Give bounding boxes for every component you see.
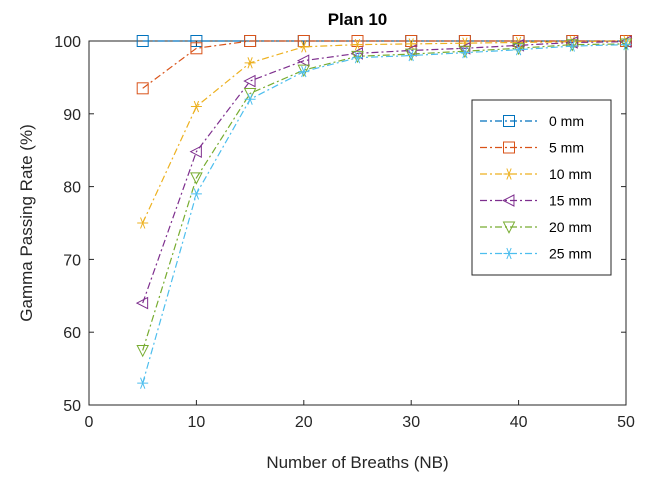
data-point-asterisk: [190, 188, 202, 200]
x-tick-label: 50: [617, 414, 635, 431]
axis-ticks: 0 10 20 30 40 50 50 60 70 80 90 100: [54, 34, 635, 431]
series-line: [142, 43, 627, 351]
data-point-square: [512, 35, 525, 47]
data-point-square: [503, 115, 515, 127]
data-point-asterisk: [620, 38, 632, 51]
y-tick-label: 100: [54, 34, 81, 51]
data-point-asterisk: [405, 38, 417, 50]
data-point-triangle: [351, 50, 364, 64]
legend-box: [471, 99, 612, 276]
data-point-asterisk: [503, 247, 515, 260]
data-point-asterisk: [298, 65, 310, 78]
legend-label: 20 mm: [549, 219, 592, 235]
y-tick-label: 70: [63, 252, 81, 269]
y-tick-label: 90: [63, 107, 81, 124]
data-point-asterisk: [298, 41, 310, 53]
y-tick-label: 80: [63, 180, 81, 197]
series-line: [142, 44, 627, 384]
data-point-triangle: [502, 194, 515, 207]
legend-entry: 25 mm: [480, 246, 592, 262]
data-point-square: [405, 35, 418, 47]
legend-entry: 0 mm: [480, 113, 584, 129]
data-point-square: [244, 35, 257, 47]
y-tick-label: 60: [63, 325, 81, 342]
data-point-square: [351, 35, 364, 47]
data-point-square: [136, 35, 149, 47]
x-tick-label: 10: [188, 414, 206, 431]
legend: 0 mm 5 mm 10 mm 15 mm 20 mm 25 mm: [471, 99, 612, 276]
series-line: [142, 40, 626, 89]
legend-entry: 5 mm: [480, 140, 584, 156]
series-25-mm: [137, 38, 632, 389]
x-tick-label: 40: [510, 414, 528, 431]
y-tick-label: 50: [63, 398, 81, 415]
x-axis-label: Number of Breaths (NB): [266, 453, 448, 472]
x-tick-label: 30: [402, 414, 420, 431]
data-point-triangle: [502, 221, 516, 234]
series-line: [142, 40, 627, 224]
data-point-triangle: [296, 54, 310, 67]
data-point-triangle: [243, 87, 257, 101]
data-point-asterisk: [566, 40, 578, 52]
legend-label: 10 mm: [549, 166, 592, 182]
data-point-asterisk: [244, 93, 256, 105]
legend-label: 0 mm: [549, 113, 584, 129]
data-point-asterisk: [244, 57, 256, 69]
legend-entry: 15 mm: [480, 193, 592, 209]
legend-entry: 10 mm: [480, 166, 592, 182]
data-point-triangle: [565, 39, 579, 52]
data-point-asterisk: [190, 100, 202, 113]
legend-entry: 20 mm: [480, 219, 592, 235]
x-tick-label: 0: [85, 414, 94, 431]
legend-label: 5 mm: [549, 140, 584, 156]
data-point-asterisk: [137, 217, 149, 229]
data-point-triangle: [189, 145, 202, 158]
chart-title: Plan 10: [328, 10, 388, 29]
y-axis-label: Gamma Passing Rate (%): [17, 124, 36, 321]
data-point-triangle: [190, 172, 203, 185]
data-point-square: [503, 141, 515, 154]
data-point-asterisk: [503, 168, 515, 180]
data-point-asterisk: [405, 49, 417, 62]
data-point-asterisk: [137, 377, 149, 389]
series-layer: [135, 35, 633, 389]
data-point-square: [190, 35, 203, 47]
data-point-triangle: [135, 296, 149, 310]
data-point-triangle: [458, 45, 472, 59]
data-point-triangle: [512, 42, 525, 56]
data-point-triangle: [297, 64, 311, 77]
data-point-asterisk: [513, 44, 525, 56]
data-point-triangle: [136, 344, 150, 358]
data-point-asterisk: [459, 46, 471, 59]
data-point-triangle: [404, 48, 418, 61]
legend-label: 25 mm: [549, 246, 592, 262]
data-point-square: [136, 82, 149, 95]
data-point-asterisk: [352, 52, 363, 64]
series-line: [142, 41, 627, 304]
legend-label: 15 mm: [549, 193, 592, 209]
data-point-triangle: [243, 74, 256, 88]
data-point-asterisk: [352, 38, 363, 51]
x-tick-label: 20: [295, 414, 313, 431]
data-point-square: [190, 42, 203, 55]
